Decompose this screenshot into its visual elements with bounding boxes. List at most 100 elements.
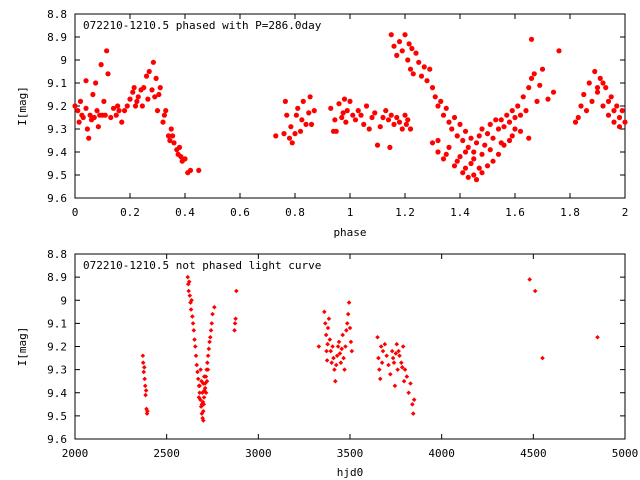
data-point (209, 321, 215, 326)
x-tick-label: 4000 (428, 447, 455, 460)
data-point (156, 91, 162, 98)
y-tick-label: 9.3 (47, 123, 67, 136)
data-point (87, 112, 93, 118)
data-point (495, 126, 502, 132)
data-point (346, 300, 352, 305)
data-point (193, 353, 199, 359)
y-tick-label: 9.5 (47, 169, 67, 182)
data-point (323, 332, 329, 338)
data-point (471, 172, 477, 178)
data-point (404, 374, 410, 379)
data-point (616, 124, 623, 130)
data-point (194, 362, 200, 368)
chart-title: 072210-1210.5 phased with P=286.0day (83, 19, 322, 32)
y-axis-label: I[mag] (16, 86, 29, 126)
data-point (344, 328, 349, 333)
data-point (517, 112, 524, 118)
data-point (141, 85, 147, 91)
data-point (397, 353, 402, 359)
data-point (324, 348, 329, 354)
data-point (205, 353, 211, 359)
data-point (163, 108, 169, 114)
data-point (443, 105, 449, 111)
data-point (339, 114, 345, 121)
y-tick-label: 8.8 (47, 8, 67, 21)
data-point (232, 321, 238, 326)
data-point (197, 390, 202, 396)
data-point (539, 66, 546, 72)
data-point (203, 390, 209, 396)
data-point (325, 325, 331, 331)
data-point (200, 390, 205, 396)
data-point (188, 307, 194, 312)
data-point (292, 131, 298, 137)
data-point (139, 103, 145, 109)
data-point (603, 85, 609, 91)
y-tick-label: 9.1 (47, 77, 67, 90)
data-point (391, 121, 397, 127)
data-point (186, 279, 192, 285)
data-point (142, 365, 147, 370)
data-point (385, 117, 392, 123)
x-tick-label: 3000 (245, 447, 272, 460)
data-point (421, 64, 427, 70)
data-point (145, 408, 150, 414)
data-point (195, 376, 201, 382)
data-point (282, 98, 288, 104)
data-point (394, 341, 400, 347)
data-point (540, 355, 545, 361)
data-point (451, 163, 458, 169)
data-point (526, 135, 532, 141)
y-axis-label: I[mag] (16, 327, 29, 367)
data-point (528, 75, 535, 81)
data-point (457, 121, 463, 127)
data-point (556, 48, 562, 54)
data-point (352, 117, 359, 123)
data-point (429, 140, 436, 146)
data-point (324, 358, 330, 363)
data-point (490, 158, 496, 164)
data-point (526, 85, 532, 91)
data-point (144, 411, 150, 416)
data-point (396, 39, 403, 45)
data-point (395, 367, 400, 372)
data-point (104, 48, 110, 54)
data-point (333, 362, 339, 368)
data-point (399, 360, 404, 365)
data-point (124, 103, 130, 109)
data-point (479, 170, 485, 176)
data-point (454, 158, 460, 164)
data-point (512, 126, 518, 132)
data-point (597, 75, 603, 81)
data-point (202, 388, 207, 393)
data-point (369, 114, 375, 121)
data-point (72, 103, 78, 109)
data-point (446, 144, 452, 150)
data-point (101, 98, 107, 104)
data-point (532, 288, 538, 294)
data-point (167, 137, 173, 144)
data-point (545, 96, 551, 102)
data-point (331, 355, 336, 361)
y-tick-label: 9.2 (47, 100, 67, 113)
data-point (322, 321, 328, 326)
data-point (150, 59, 156, 65)
data-point (332, 367, 337, 372)
data-point (405, 117, 411, 123)
x-tick-label: 3500 (337, 447, 364, 460)
data-point (306, 110, 312, 116)
data-point (471, 156, 477, 162)
data-point (343, 344, 348, 349)
data-point (399, 48, 405, 54)
data-point (143, 73, 150, 79)
data-point (176, 144, 183, 150)
data-point (581, 91, 587, 98)
data-point (210, 311, 215, 317)
data-point (333, 128, 339, 134)
data-point (145, 96, 151, 102)
data-point (143, 392, 148, 398)
data-point (375, 334, 380, 340)
data-point (110, 105, 117, 111)
data-point (330, 344, 335, 349)
data-point (406, 41, 412, 47)
